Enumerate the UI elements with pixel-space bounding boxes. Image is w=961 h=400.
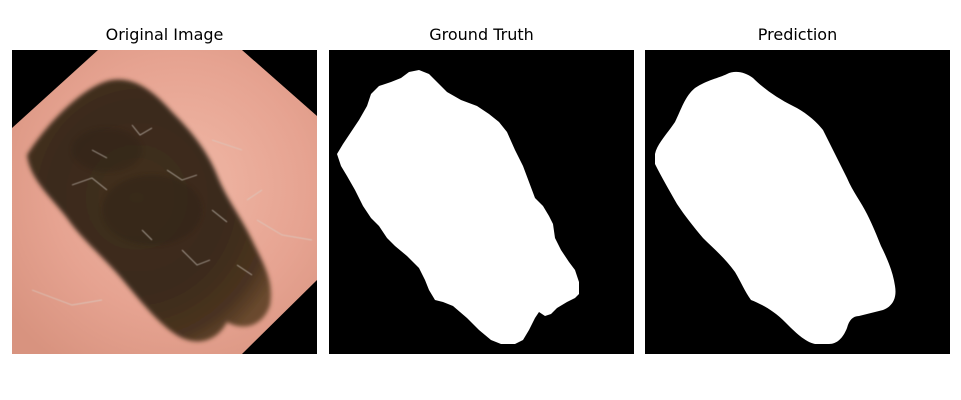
original-image bbox=[12, 50, 317, 354]
prediction-title: Prediction bbox=[757, 25, 838, 44]
ground-truth-region bbox=[337, 70, 579, 344]
hair-strands bbox=[31, 124, 313, 306]
prediction-mask bbox=[645, 50, 950, 354]
original-image-title: Original Image bbox=[105, 25, 224, 44]
prediction-mask-shape bbox=[645, 50, 950, 354]
ground-truth-mask bbox=[329, 50, 634, 354]
ground-truth-title: Ground Truth bbox=[429, 25, 534, 44]
ground-truth-mask-shape bbox=[329, 50, 634, 354]
prediction-region bbox=[655, 71, 896, 345]
dermoscopy-image bbox=[12, 50, 317, 354]
